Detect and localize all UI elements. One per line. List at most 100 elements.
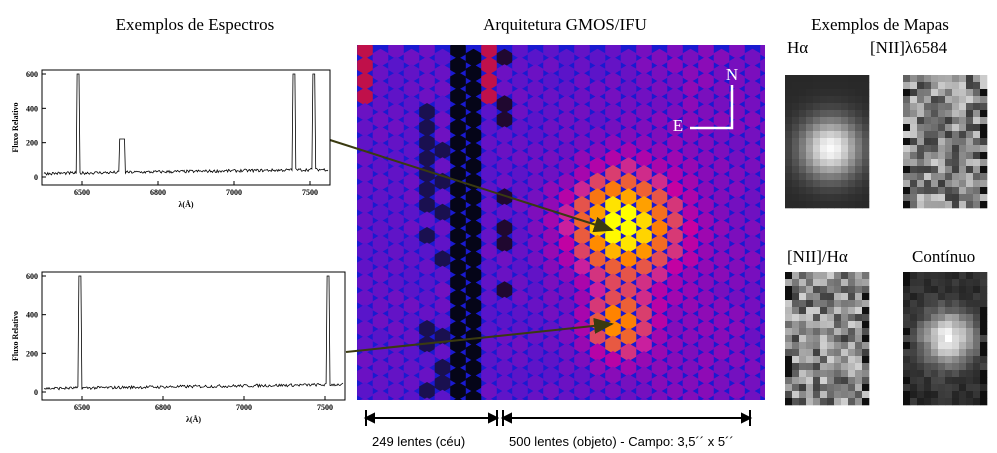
map-pixel xyxy=(980,300,988,308)
map-pixel xyxy=(855,117,863,125)
map-pixel xyxy=(980,398,988,406)
lens xyxy=(481,304,497,323)
map-pixel xyxy=(945,180,953,188)
lens xyxy=(512,366,528,385)
map-pixel xyxy=(931,356,939,364)
lens xyxy=(589,358,606,377)
lens xyxy=(481,149,497,168)
map-pixel xyxy=(959,96,967,104)
lens xyxy=(357,320,373,338)
map-pixel xyxy=(785,180,793,188)
lens xyxy=(621,405,637,423)
lens xyxy=(605,134,621,152)
map-pixel xyxy=(945,201,953,209)
map-pixel xyxy=(966,124,974,132)
lens xyxy=(651,219,668,238)
map-pixel xyxy=(938,391,946,399)
map-pixel xyxy=(848,124,856,132)
map-pixel xyxy=(862,321,870,329)
map-pixel xyxy=(841,145,849,153)
map-pixel xyxy=(834,384,842,392)
map-pixel xyxy=(834,300,842,308)
map-pixel xyxy=(813,131,821,139)
map-pixel xyxy=(931,166,939,174)
map-pixel xyxy=(827,286,835,294)
map-pixel xyxy=(903,159,911,167)
map-pixel xyxy=(938,194,946,202)
lens xyxy=(574,196,590,214)
lens xyxy=(729,273,745,292)
lens xyxy=(512,351,528,369)
map-pixel xyxy=(792,293,800,301)
lens xyxy=(682,250,699,269)
lens xyxy=(620,312,637,331)
map-pixel xyxy=(855,293,863,301)
map-pixel xyxy=(938,110,946,118)
map-pixel xyxy=(855,321,863,329)
map-pixel xyxy=(903,377,911,385)
map-pixel xyxy=(785,391,793,399)
map-pixel xyxy=(862,300,870,308)
lens xyxy=(388,273,404,292)
map-pixel xyxy=(806,103,814,111)
lens xyxy=(558,296,575,315)
map-pixel xyxy=(841,96,849,104)
lens xyxy=(589,296,606,315)
map-pixel xyxy=(903,166,911,174)
map-pixel xyxy=(903,391,911,399)
map-pixel xyxy=(952,398,960,406)
lens xyxy=(465,157,482,176)
lens xyxy=(682,126,699,145)
map-pixel xyxy=(952,201,960,209)
map-pixel xyxy=(952,138,960,146)
map-pixel xyxy=(834,187,842,195)
map-pixel xyxy=(952,103,960,111)
lens xyxy=(543,165,559,183)
lens xyxy=(465,234,482,253)
map-pixel xyxy=(799,145,807,153)
map-pixel xyxy=(855,300,863,308)
map-pixel xyxy=(813,349,821,357)
map-pixel xyxy=(952,307,960,315)
map-pixel xyxy=(959,384,967,392)
map-pixel xyxy=(827,96,835,104)
map-pixel xyxy=(959,117,967,125)
lens xyxy=(543,56,559,75)
lens xyxy=(543,149,559,168)
lens xyxy=(605,165,621,183)
lens xyxy=(512,56,528,75)
map-pixel xyxy=(841,201,849,209)
map-pixel xyxy=(959,159,967,167)
map-pixel xyxy=(917,356,925,364)
map-pixel xyxy=(980,384,988,392)
lens xyxy=(543,273,559,292)
lens xyxy=(496,219,513,238)
map-pixel xyxy=(862,180,870,188)
map-pixel xyxy=(952,342,960,350)
lens xyxy=(713,265,730,284)
lens xyxy=(388,382,404,400)
map-pixel xyxy=(785,377,793,385)
lens xyxy=(450,304,466,323)
map-pixel xyxy=(820,349,828,357)
map-pixel xyxy=(820,75,828,83)
map-pixel xyxy=(903,335,911,343)
map-pixel xyxy=(924,314,932,322)
map-pixel xyxy=(959,377,967,385)
map-pixel xyxy=(806,89,814,97)
map-pixel xyxy=(959,194,967,202)
map-pixel xyxy=(813,180,821,188)
map-pixel xyxy=(924,89,932,97)
lens xyxy=(651,157,668,176)
map-pixel xyxy=(910,384,918,392)
map-pixel xyxy=(973,159,981,167)
map-pixel xyxy=(813,356,821,364)
map-pixel xyxy=(980,286,988,294)
map-pixel xyxy=(806,138,814,146)
lens xyxy=(589,188,606,207)
map-pixel xyxy=(966,272,974,280)
lens xyxy=(481,258,497,276)
lens xyxy=(543,227,559,245)
map-pixel xyxy=(966,300,974,308)
lens xyxy=(357,134,373,152)
